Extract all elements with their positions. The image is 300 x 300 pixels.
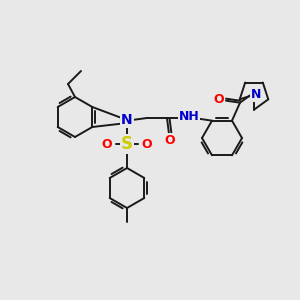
Text: S: S [121,135,133,153]
Text: O: O [165,134,175,146]
Text: O: O [214,93,224,106]
Text: NH: NH [178,110,200,122]
Text: N: N [121,113,133,127]
Text: O: O [142,137,152,151]
Text: N: N [251,88,261,101]
Text: O: O [102,137,112,151]
